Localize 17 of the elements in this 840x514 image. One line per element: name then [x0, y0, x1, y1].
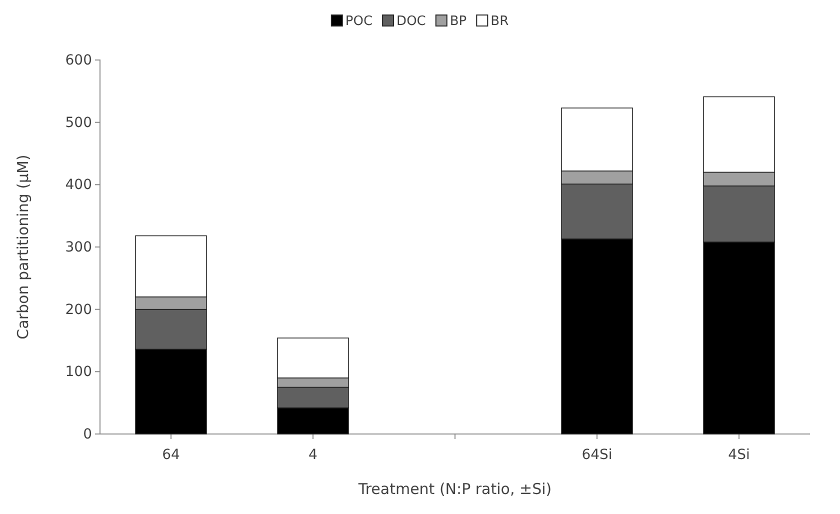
y-tick-label: 200: [65, 302, 92, 318]
x-tick-label: 64: [162, 446, 180, 463]
legend-label: POC: [345, 14, 373, 29]
x-tick-label: 64Si: [582, 446, 612, 463]
x-axis-title: Treatment (N:P ratio, ±Si): [357, 480, 552, 498]
y-tick-label: 400: [65, 177, 92, 194]
y-tick-label: 300: [65, 239, 92, 256]
y-tick-label: 100: [65, 364, 92, 380]
x-tick-label: 4Si: [728, 446, 750, 463]
legend-label: BR: [490, 14, 509, 29]
y-tick-label: 600: [65, 52, 92, 68]
x-tick-label: 4: [308, 446, 318, 463]
y-tick-label: 0: [83, 426, 92, 442]
y-axis-title: Carbon partitioning (µM): [14, 154, 32, 340]
y-tick-label: 500: [65, 114, 92, 131]
legend-label: DOC: [396, 14, 426, 29]
legend-label: BP: [450, 14, 467, 29]
